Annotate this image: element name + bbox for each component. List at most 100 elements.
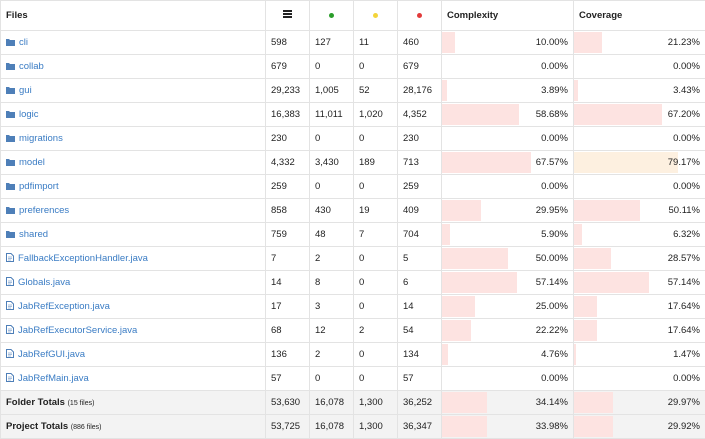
partial-lines-cell: 1,300 [353, 390, 398, 415]
uncovered-lines-cell: 679 [397, 54, 442, 79]
coverage-cell: 21.23% [573, 30, 705, 55]
folder-link[interactable]: shared [19, 228, 49, 240]
folder-link[interactable]: model [19, 156, 45, 168]
complexity-cell: 4.76% [441, 342, 574, 367]
totals-label: Folder Totals [6, 397, 65, 408]
coverage-cell: 17.64% [573, 318, 705, 343]
folder-link[interactable]: cli [19, 36, 28, 48]
file-icon [6, 276, 14, 289]
complexity-cell: 5.90% [441, 222, 574, 247]
uncovered-lines-cell: 5 [397, 246, 442, 271]
complexity-cell-value: 10.00% [535, 37, 568, 48]
total-lines-cell: 679 [265, 54, 310, 79]
coverage-cell-value: 79.17% [667, 157, 700, 168]
coverage-cell-bar [574, 200, 640, 221]
file-name-cell: JabRefGUI.java [0, 342, 266, 367]
file-link[interactable]: Globals.java [18, 276, 71, 288]
table-row: JabRefException.java 17 3 0 14 25.00% 17.64% [0, 294, 705, 319]
file-icon [6, 372, 14, 385]
complexity-cell-value: 0.00% [541, 373, 568, 384]
complexity-cell-bar [442, 248, 508, 269]
partial-column-header[interactable] [353, 0, 398, 31]
coverage-cell: 3.43% [573, 78, 705, 103]
file-name-cell: migrations [0, 126, 266, 151]
file-link[interactable]: FallbackExceptionHandler.java [18, 252, 148, 264]
total-column-header[interactable] [265, 0, 310, 31]
coverage-cell: 28.57% [573, 246, 705, 271]
uncovered-column-header[interactable] [397, 0, 442, 31]
complexity-cell-value: 0.00% [541, 133, 568, 144]
coverage-cell-bar [574, 104, 663, 125]
table-row: logic 16,383 11,011 1,020 4,352 58.68% 67.20% [0, 102, 705, 127]
complexity-cell-bar [442, 200, 482, 221]
total-lines-cell: 68 [265, 318, 310, 343]
file-link[interactable]: JabRefExecutorService.java [18, 324, 138, 336]
coverage-cell-bar [574, 296, 598, 317]
uncovered-lines-cell: 54 [397, 318, 442, 343]
complexity-cell: 33.98% [441, 414, 574, 439]
folder-link[interactable]: gui [19, 84, 32, 96]
covered-lines-cell: 2 [309, 342, 354, 367]
red-dot-icon [417, 13, 422, 18]
coverage-cell-value: 28.57% [667, 253, 700, 264]
complexity-cell-value: 5.90% [541, 229, 568, 240]
complexity-cell: 58.68% [441, 102, 574, 127]
complexity-cell-bar [442, 344, 449, 365]
complexity-cell-value: 3.89% [541, 85, 568, 96]
total-lines-cell: 57 [265, 366, 310, 391]
complexity-cell: 0.00% [441, 54, 574, 79]
complexity-cell: 10.00% [441, 30, 574, 55]
complexity-cell: 57.14% [441, 270, 574, 295]
total-lines-cell: 4,332 [265, 150, 310, 175]
partial-lines-cell: 0 [353, 54, 398, 79]
folder-link[interactable]: migrations [19, 132, 63, 144]
uncovered-lines-cell: 28,176 [397, 78, 442, 103]
file-name-cell: collab [0, 54, 266, 79]
file-name-cell: JabRefExecutorService.java [0, 318, 266, 343]
file-name-cell: logic [0, 102, 266, 127]
covered-column-header[interactable] [309, 0, 354, 31]
covered-lines-cell: 3 [309, 294, 354, 319]
files-column-header[interactable]: Files [0, 0, 266, 31]
coverage-cell-value: 0.00% [673, 133, 700, 144]
file-icon [6, 300, 14, 313]
complexity-cell-bar [442, 152, 531, 173]
partial-lines-cell: 1,300 [353, 414, 398, 439]
coverage-cell-value: 3.43% [673, 85, 700, 96]
total-lines-cell: 53,725 [265, 414, 310, 439]
coverage-column-header[interactable]: Coverage [573, 0, 705, 31]
folder-link[interactable]: logic [19, 108, 39, 120]
complexity-cell-value: 67.57% [535, 157, 568, 168]
complexity-cell-bar [442, 296, 475, 317]
total-lines-cell: 598 [265, 30, 310, 55]
folder-link[interactable]: preferences [19, 204, 70, 216]
table-row: collab 679 0 0 679 0.00% 0.00% [0, 54, 705, 79]
complexity-cell-value: 58.68% [535, 109, 568, 120]
totals-file-count: (886 files) [70, 424, 102, 431]
file-link[interactable]: JabRefException.java [18, 300, 110, 312]
coverage-cell: 29.92% [573, 414, 705, 439]
file-link[interactable]: JabRefGUI.java [18, 348, 86, 360]
coverage-cell-value: 17.64% [667, 301, 700, 312]
file-name-cell: gui [0, 78, 266, 103]
complexity-cell-value: 22.22% [535, 325, 568, 336]
covered-lines-cell: 2 [309, 246, 354, 271]
totals-label-cell: Folder Totals (15 files) [0, 390, 266, 415]
total-lines-cell: 259 [265, 174, 310, 199]
folder-link[interactable]: collab [19, 60, 44, 72]
uncovered-lines-cell: 4,352 [397, 102, 442, 127]
table-row: Globals.java 14 8 0 6 57.14% 57.14% [0, 270, 705, 295]
partial-lines-cell: 7 [353, 222, 398, 247]
file-name-cell: Globals.java [0, 270, 266, 295]
partial-lines-cell: 52 [353, 78, 398, 103]
file-name-cell: pdfimport [0, 174, 266, 199]
totals-row: Folder Totals (15 files) 53,630 16,078 1,30… [0, 390, 705, 415]
folder-link[interactable]: pdfimport [19, 180, 59, 192]
partial-lines-cell: 0 [353, 294, 398, 319]
file-link[interactable]: JabRefMain.java [18, 372, 89, 384]
coverage-cell: 17.64% [573, 294, 705, 319]
file-icon [6, 252, 14, 265]
complexity-cell-bar [442, 32, 456, 53]
partial-lines-cell: 1,020 [353, 102, 398, 127]
complexity-column-header[interactable]: Complexity [441, 0, 574, 31]
